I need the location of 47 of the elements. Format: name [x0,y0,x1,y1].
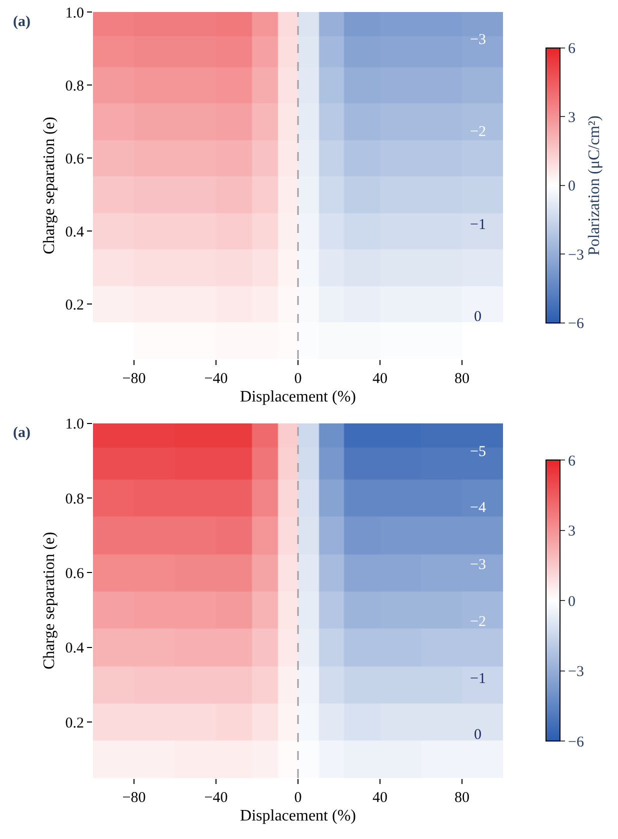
y-tick-label: 0.6 [65,151,84,168]
y-axis-title: Charge separation (e) [41,532,58,670]
x-tick-label: 80 [454,790,470,806]
x-tick-label: 40 [372,371,388,387]
chart-title: (a) [13,14,30,30]
x-tick-label: 40 [372,790,388,806]
color-bar-label: 3 [568,524,576,540]
chart-title: (a) [13,425,30,441]
annotation: −4 [470,500,486,516]
y-axis-title: Charge separation (e) [41,116,58,254]
y-tick-label: 0.2 [65,297,84,314]
color-bar-label: 6 [568,453,576,470]
x-tick-label: −80 [122,371,146,387]
y-tick-label: 0.6 [65,566,84,582]
annotation: −3 [470,557,486,573]
x-axis-title: Displacement (%) [240,808,356,825]
x-axis-title: Displacement (%) [240,388,356,406]
x-tick-label: −40 [204,371,228,387]
color-bar-label: −3 [568,664,584,680]
x-tick-label: 0 [294,371,302,387]
y-tick-label: 0.8 [65,491,84,508]
x-tick-label: 80 [454,371,470,387]
x-tick-label: −40 [204,790,228,806]
annotation: −5 [470,444,486,460]
color-bar-label: −6 [568,316,584,332]
annotation: 0 [474,727,482,743]
annotation: −3 [470,32,486,48]
annotation: −2 [470,614,486,630]
y-tick-label: 0.4 [65,640,84,657]
annotation: −1 [470,671,486,687]
color-bar-label: 3 [568,110,576,126]
color-bar-title: Polarization (μC/cm²) [586,115,603,256]
y-tick-label: 0.4 [65,224,84,240]
x-tick-label: −80 [122,790,146,806]
x-tick-label: 0 [294,790,302,806]
color-bar-label: −3 [568,248,584,264]
annotation: −2 [470,124,486,140]
y-tick-label: 1.0 [65,416,84,433]
color-bar-label: −6 [568,734,584,750]
color-bar-label: 0 [568,594,576,610]
y-tick-label: 1.0 [65,5,84,22]
y-tick-label: 0.2 [65,715,84,732]
y-tick-label: 0.8 [65,78,84,94]
annotation: 0 [474,309,482,325]
color-bar-label: 6 [568,41,576,58]
color-bar-label: 0 [568,178,576,195]
annotation: −1 [470,217,486,233]
